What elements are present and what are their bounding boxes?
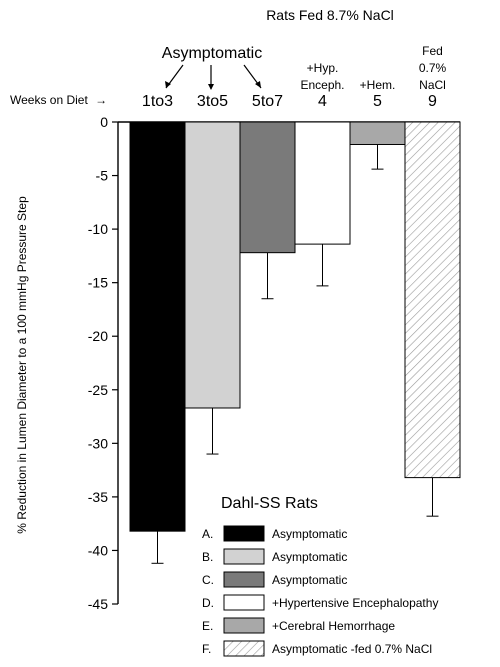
column-header-line: NaCl xyxy=(419,78,446,92)
column-header-line: Enceph. xyxy=(300,78,344,92)
y-tick-label: -10 xyxy=(88,221,108,237)
chart-top-title: Rats Fed 8.7% NaCl xyxy=(266,7,394,23)
column-headers: +Hyp. Enceph. +Hem. Fed 0.7% NaCl xyxy=(300,44,446,92)
bars xyxy=(129,121,461,532)
legend-label: +Cerebral Hemorrhage xyxy=(272,619,395,633)
error-bars xyxy=(151,144,439,564)
legend-letter: B. xyxy=(202,550,213,564)
legend: Dahl-SS Rats A. Asymptomatic B. Asymptomatic… xyxy=(202,495,438,657)
bar xyxy=(404,121,461,479)
category-label: 1to3 xyxy=(142,93,173,110)
legend-title: Dahl-SS Rats xyxy=(221,495,318,512)
legend-label: Asymptomatic xyxy=(272,527,347,541)
group-arrow-center-head xyxy=(208,84,214,90)
legend-label: Asymptomatic xyxy=(272,573,347,587)
legend-swatch xyxy=(223,617,265,634)
legend-swatch xyxy=(223,571,265,588)
legend-letter: A. xyxy=(202,527,213,541)
category-labels: 1to3 3to5 5to7 4 5 9 xyxy=(142,93,437,110)
y-axis: 0 -5 -10 -15 -20 -25 -30 -35 -40 -45 xyxy=(88,114,460,612)
bar xyxy=(184,121,241,409)
category-label: 5to7 xyxy=(252,93,283,110)
legend-swatch xyxy=(223,640,265,657)
y-tick-label: -35 xyxy=(88,489,108,505)
group-arrow-right-head xyxy=(255,81,261,88)
legend-letter: C. xyxy=(202,573,214,587)
y-tick-label: -45 xyxy=(88,596,108,612)
legend-swatch xyxy=(223,525,265,542)
group-label: Asymptomatic xyxy=(162,45,262,62)
bar xyxy=(349,121,406,145)
y-tick-label: -5 xyxy=(96,168,109,184)
y-tick-label: -30 xyxy=(88,435,108,451)
weeks-label-text: Weeks on Diet xyxy=(10,93,88,107)
y-tick-label: -20 xyxy=(88,328,108,344)
column-header-line: +Hyp. xyxy=(307,61,339,75)
bar xyxy=(294,121,351,245)
bar xyxy=(239,121,296,254)
y-tick-label: -40 xyxy=(88,542,108,558)
legend-letter: D. xyxy=(202,596,214,610)
column-header-line: Fed xyxy=(422,44,443,58)
category-label: 9 xyxy=(428,93,437,110)
legend-label: Asymptomatic xyxy=(272,550,347,564)
legend-label: Asymptomatic -fed 0.7% NaCl xyxy=(272,642,432,656)
weeks-arrow: → xyxy=(95,93,107,107)
weeks-on-diet-label: Weeks on Diet → xyxy=(10,93,107,107)
legend-letter: F. xyxy=(202,642,211,656)
category-label: 4 xyxy=(318,93,327,110)
y-tick-label: -15 xyxy=(88,275,108,291)
y-axis-label: % Reduction in Lumen Diameter to a 100 m… xyxy=(15,196,29,534)
legend-label: +Hypertensive Encephalopathy xyxy=(272,596,438,610)
group-arrow-left-head xyxy=(165,81,171,88)
category-label: 3to5 xyxy=(197,93,228,110)
category-label: 5 xyxy=(373,93,382,110)
legend-swatch xyxy=(223,548,265,565)
legend-letter: E. xyxy=(202,619,213,633)
bar xyxy=(129,121,186,532)
legend-swatch xyxy=(223,594,265,611)
column-header-line: 0.7% xyxy=(419,61,447,75)
y-tick-label: -25 xyxy=(88,382,108,398)
y-tick-label: 0 xyxy=(100,114,108,130)
column-header-line: +Hem. xyxy=(360,78,396,92)
